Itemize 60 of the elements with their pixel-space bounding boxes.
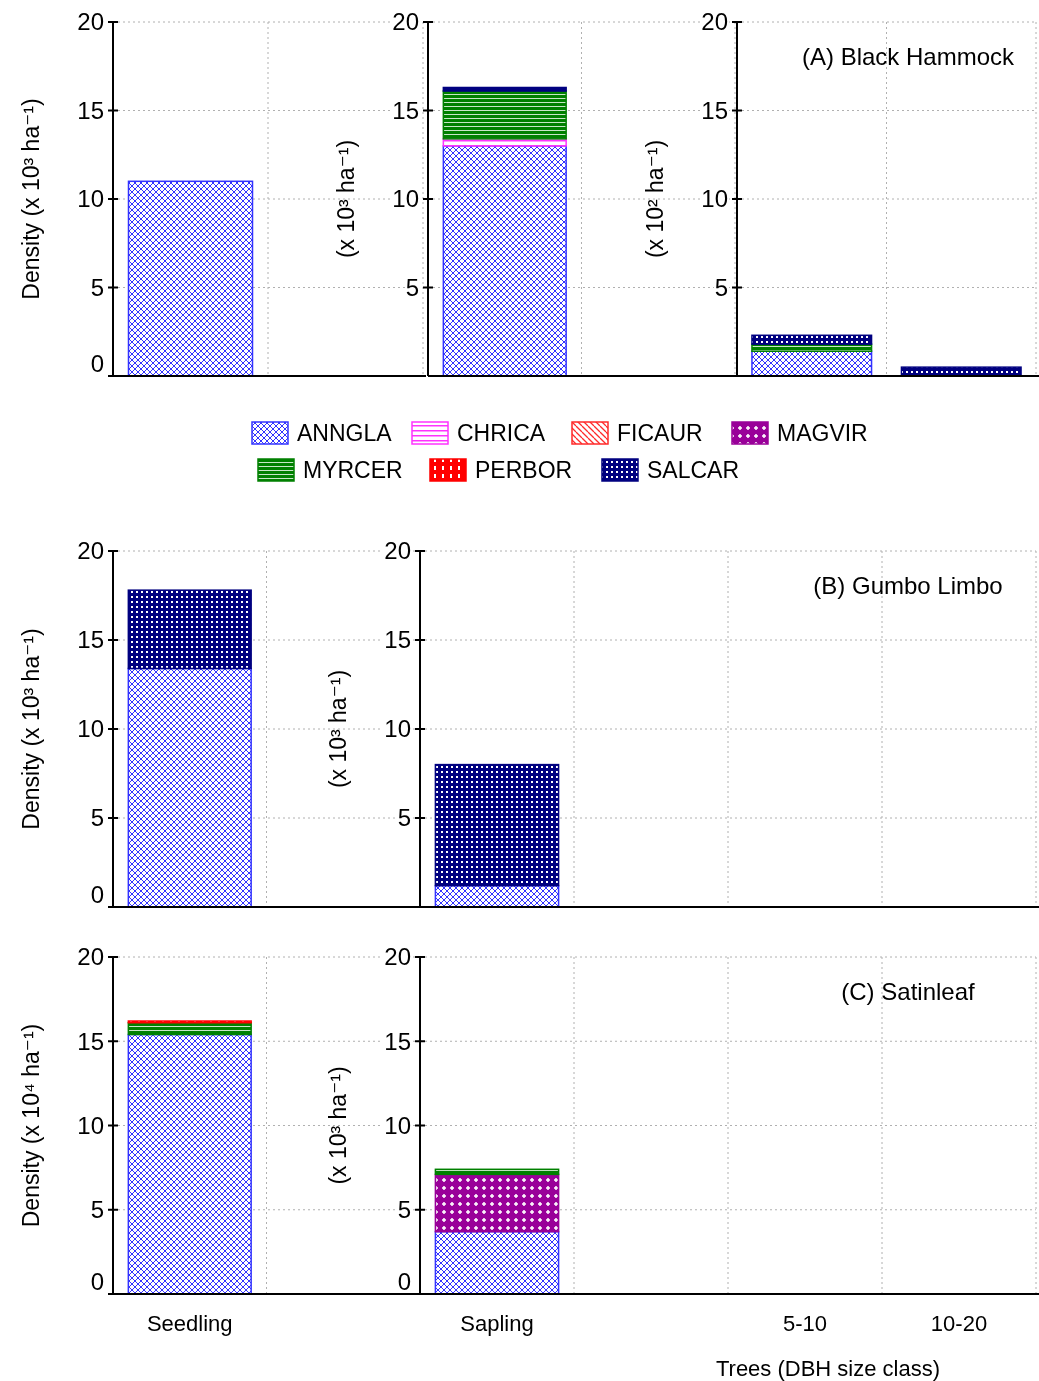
- y-tick-label: 10: [77, 715, 104, 743]
- y-tick-label: 10: [77, 185, 104, 213]
- y-tick-label: 5: [90, 273, 104, 301]
- legend-label: MYRCER: [303, 457, 403, 483]
- bar: [127, 1033, 252, 1295]
- y-axis-title: (x 10³ ha⁻¹): [333, 139, 359, 259]
- y-tick-label: 5: [90, 804, 104, 832]
- y-tick-label: 15: [384, 626, 411, 654]
- y-axis-title: (x 10² ha⁻¹): [642, 139, 668, 259]
- y-tick-label: 5: [397, 1196, 411, 1224]
- y-tick-label: 15: [384, 1027, 411, 1055]
- y-tick-label: 0: [90, 1268, 104, 1296]
- y-tick-label: 5: [405, 273, 419, 301]
- y-tick-label: 15: [392, 96, 419, 124]
- x-tick-label: 5-10: [782, 1311, 828, 1336]
- bar: [442, 90, 567, 140]
- x-tick-label: Sapling: [460, 1311, 534, 1336]
- legend-label: MAGVIR: [777, 420, 868, 446]
- legend-label: FICAUR: [617, 420, 703, 446]
- y-tick-label: 5: [90, 1196, 104, 1224]
- y-tick-label: 10: [384, 715, 411, 743]
- y-tick-label: 20: [701, 8, 728, 36]
- y-tick-label: 10: [392, 185, 419, 213]
- annotation: (C) Satinleaf: [841, 978, 976, 1005]
- y-tick-label: 0: [90, 350, 104, 378]
- annotation: (B) Gumbo Limbo: [813, 572, 1003, 599]
- y-axis-title: Density (x 10³ ha⁻¹): [18, 98, 44, 300]
- y-tick-label: 0: [397, 1268, 411, 1296]
- bar: [127, 1021, 252, 1036]
- y-axis-title: Density (x 10⁴ ha⁻¹): [18, 1023, 44, 1228]
- bar: [751, 334, 873, 345]
- y-tick-label: 15: [77, 96, 104, 124]
- x-tick-label: 10-20: [930, 1311, 988, 1336]
- y-tick-label: 5: [714, 273, 728, 301]
- x-tick-label: Seedling: [146, 1311, 233, 1336]
- y-tick-label: 20: [77, 943, 104, 971]
- y-tick-label: 0: [90, 881, 104, 909]
- y-tick-label: 10: [77, 1111, 104, 1139]
- legend-label: PERBOR: [475, 457, 573, 483]
- y-tick-label: 15: [77, 1027, 104, 1055]
- y-tick-label: 20: [384, 537, 411, 565]
- y-axis-title: Density (x 10³ ha⁻¹): [18, 628, 44, 830]
- x-axis-title: Trees (DBH size class): [715, 1356, 941, 1381]
- y-tick-label: 15: [77, 626, 104, 654]
- y-tick-label: 20: [77, 537, 104, 565]
- annotation: (A) Black Hammock: [801, 43, 1016, 70]
- y-tick-label: 20: [384, 943, 411, 971]
- y-tick-label: 20: [77, 8, 104, 36]
- y-tick-label: 5: [397, 804, 411, 832]
- y-tick-label: 15: [701, 96, 728, 124]
- y-axis-title: (x 10³ ha⁻¹): [325, 669, 351, 789]
- legend-label: SALCAR: [647, 457, 740, 483]
- y-tick-label: 10: [701, 185, 728, 213]
- legend-label: CHRICA: [457, 420, 546, 446]
- y-tick-label: 20: [392, 8, 419, 36]
- legend-label: ANNGLA: [297, 420, 393, 446]
- bar: [442, 86, 567, 92]
- bar: [442, 145, 567, 377]
- y-tick-label: 10: [384, 1111, 411, 1139]
- y-axis-title: (x 10³ ha⁻¹): [325, 1066, 351, 1185]
